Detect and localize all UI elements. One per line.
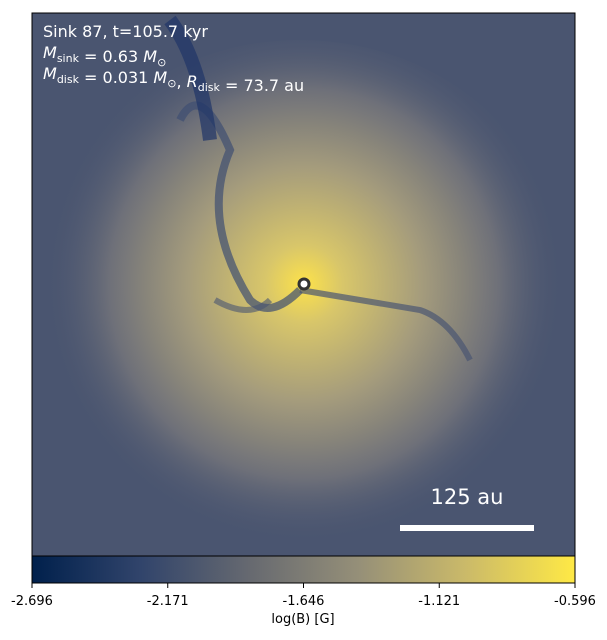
annotation-text: = 0.63 (79, 47, 143, 66)
sink-marker (297, 277, 311, 291)
annotation: Sink 87, t=105.7 kyr (43, 22, 208, 41)
field-image (32, 13, 575, 556)
tick-label: -2.696 (11, 594, 53, 609)
tick-label: -0.596 (554, 594, 596, 609)
symbol: M (43, 43, 57, 62)
annotation-text: = 0.031 (79, 68, 153, 87)
colorbar-label: log(B) [G] (271, 612, 334, 627)
colorbar-ticks: -2.696 -2.171 -1.646 -1.121 -0.596 (11, 583, 596, 609)
symbol: M (43, 64, 57, 83)
annotation-text: , (176, 72, 186, 91)
colorbar (31, 555, 576, 584)
symbol: M (143, 47, 157, 66)
annotation-text: = 73.7 au (220, 76, 304, 95)
tick-label: -1.646 (283, 594, 325, 609)
tick-label: -2.171 (147, 594, 189, 609)
annotation: Mdisk = 0.031 M⊙, Rdisk = 73.7 au (43, 64, 304, 95)
subscript: ⊙ (157, 56, 166, 69)
subscript: disk (57, 73, 80, 86)
scale-bar-label: 125 au (431, 485, 504, 509)
symbol: M (153, 68, 167, 87)
symbol: R (187, 72, 198, 91)
subscript: ⊙ (167, 77, 176, 90)
annotation: Msink = 0.63 M⊙ (43, 43, 166, 69)
subscript: sink (57, 52, 80, 65)
tick-label: -1.121 (418, 594, 460, 609)
annotation-text: Sink 87, t=105.7 kyr (43, 22, 208, 41)
subscript: disk (198, 81, 221, 94)
